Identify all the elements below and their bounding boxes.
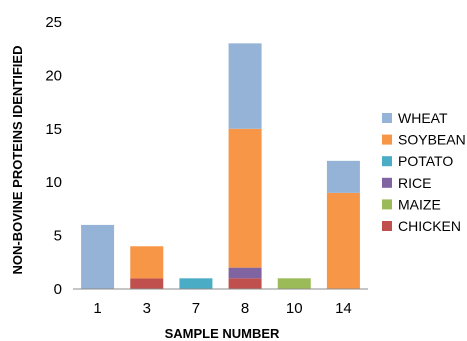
legend-swatch-wheat [382, 113, 392, 123]
y-tick-label: 15 [45, 121, 62, 138]
legend-label-wheat: WHEAT [398, 110, 448, 126]
y-tick-labels: 0 5 10 15 20 25 [45, 14, 62, 298]
y-tick-label: 20 [45, 67, 62, 84]
y-axis-title: NON-BOVINE PROTEINS IDENTIFIED [10, 46, 25, 275]
legend-label-soybean: SOYBEAN [398, 132, 466, 148]
x-tick-label: 7 [192, 300, 200, 317]
bar-segment-wheat [326, 160, 360, 193]
y-tick-label: 25 [45, 14, 62, 31]
bar-segment-chicken [228, 278, 262, 289]
legend-label-maize: MAIZE [398, 196, 441, 212]
bar-segment-chicken [130, 278, 164, 289]
legend-label-rice: RICE [398, 175, 431, 191]
bar-segment-soybean [130, 246, 164, 279]
legend-swatch-maize [382, 199, 392, 210]
x-tick-label: 1 [93, 300, 101, 317]
bar-segment-soybean [326, 192, 360, 289]
legend-swatch-soybean [382, 134, 392, 145]
legend-swatch-chicken [382, 221, 392, 231]
legend-label-chicken: CHICKEN [398, 218, 461, 234]
x-tick-label: 8 [241, 300, 249, 317]
bar-segment-potato [179, 278, 213, 289]
x-tick-label: 14 [335, 300, 352, 317]
legend-swatch-potato [382, 156, 392, 167]
legend-label-potato: POTATO [398, 153, 453, 169]
x-axis-title: SAMPLE NUMBER [165, 326, 280, 341]
bar-segment-rice [228, 267, 262, 279]
y-tick-label: 10 [45, 174, 62, 191]
y-tick-label: 5 [54, 228, 62, 245]
bars-layer [81, 43, 360, 289]
bar-segment-maize [277, 278, 311, 289]
y-tick-label: 0 [54, 281, 62, 298]
bar-segment-soybean [228, 128, 262, 268]
bar-segment-wheat [228, 43, 262, 129]
legend-swatch-rice [382, 177, 392, 188]
bar-segment-wheat [81, 224, 115, 289]
x-tick-labels: 1 3 7 8 10 14 [93, 300, 351, 317]
legend: WHEAT SOYBEAN POTATO RICE MAIZE CHICKEN [382, 110, 466, 234]
x-tick-label: 10 [286, 300, 303, 317]
x-tick-label: 3 [143, 300, 151, 317]
